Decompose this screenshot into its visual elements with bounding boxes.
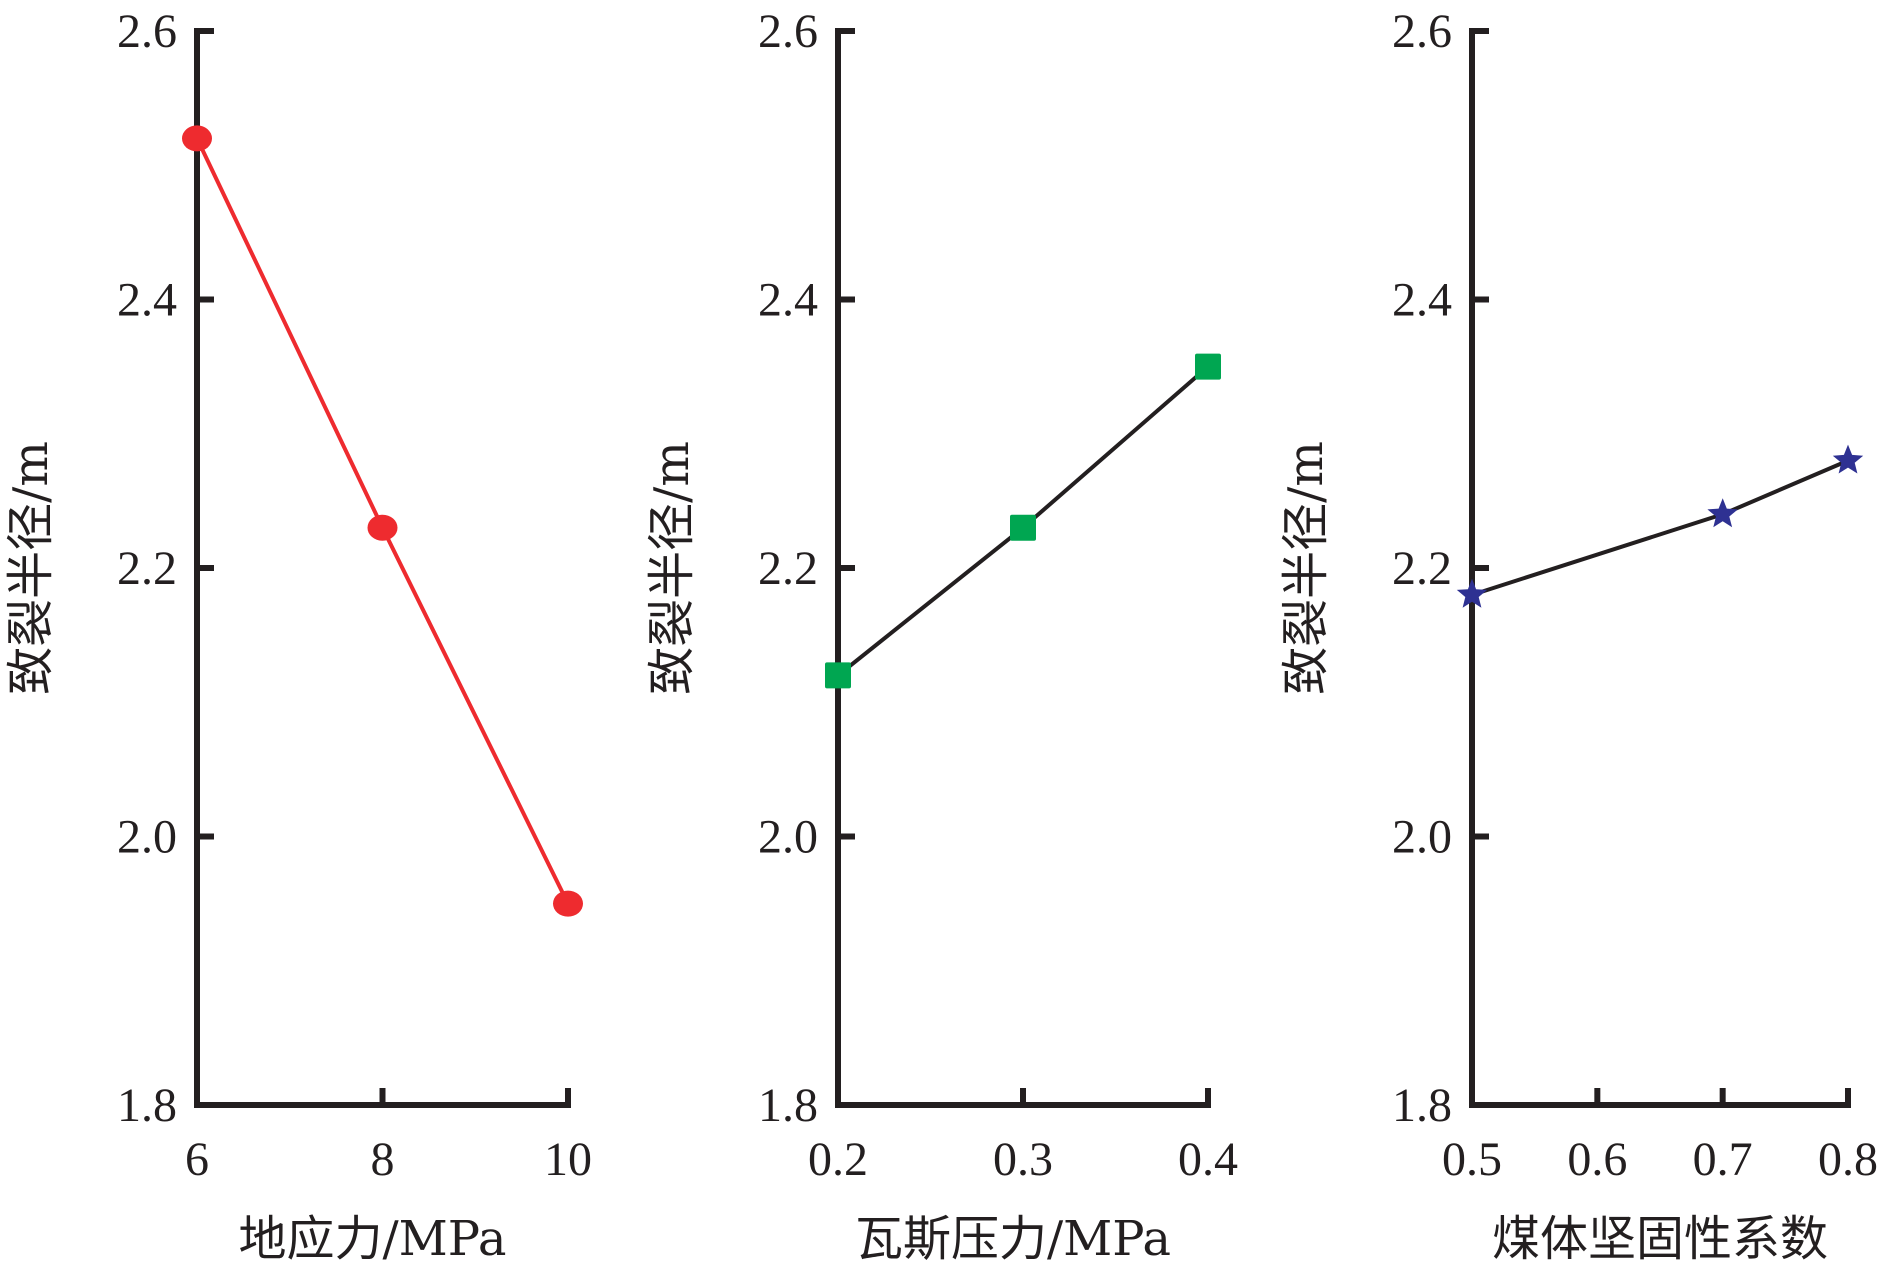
- x-tick-label: 10: [544, 1133, 592, 1186]
- data-point-star: [1832, 444, 1864, 474]
- y-axis-title: 致裂半径/m: [644, 441, 700, 695]
- data-point-circle: [553, 890, 583, 917]
- y-tick-label: 2.0: [758, 811, 818, 864]
- x-axis-title: 煤体坚固性系数: [1492, 1211, 1828, 1267]
- y-tick-label: 2.6: [758, 5, 818, 58]
- y-axis-title: 致裂半径/m: [1278, 441, 1334, 695]
- data-point-circle: [367, 514, 398, 541]
- y-tick-label: 2.2: [117, 542, 177, 595]
- x-tick-label: 0.4: [1178, 1133, 1238, 1186]
- x-axis-title: 瓦斯压力/MPa: [855, 1211, 1171, 1267]
- x-tick-label: 8: [371, 1133, 395, 1186]
- y-tick-label: 1.8: [117, 1079, 177, 1132]
- data-point-square: [1010, 514, 1036, 541]
- series-line: [1471, 458, 1849, 597]
- x-tick-label: 6: [185, 1133, 209, 1186]
- y-tick-label: 1.8: [1392, 1079, 1452, 1132]
- data-point-square: [825, 662, 851, 689]
- x-tick-label: 0.6: [1567, 1133, 1627, 1186]
- data-point-star: [1456, 578, 1488, 608]
- x-tick-label: 0.3: [993, 1133, 1053, 1186]
- x-tick-label: 0.7: [1693, 1133, 1753, 1186]
- y-tick-label: 2.2: [758, 542, 818, 595]
- y-tick-label: 1.8: [758, 1079, 818, 1132]
- y-tick-label: 2.4: [1392, 274, 1452, 327]
- y-tick-label: 2.4: [758, 274, 818, 327]
- x-tick-label: 0.8: [1818, 1133, 1878, 1186]
- data-point-star: [1707, 498, 1738, 528]
- x-tick-label: 0.5: [1442, 1133, 1502, 1186]
- chart-panel-1: 1.8 2.0 2.2 2.4 2.6 6 8 10 地应力/MPa 致裂半径/m: [3, 5, 592, 1267]
- y-axis-title: 致裂半径/m: [3, 441, 59, 695]
- data-point-square: [1195, 353, 1221, 380]
- y-tick-label: 2.4: [117, 274, 177, 327]
- x-tick-label: 0.2: [808, 1133, 868, 1186]
- x-axis-title: 地应力/MPa: [238, 1211, 506, 1267]
- y-tick-label: 2.0: [1392, 811, 1452, 864]
- y-tick-label: 2.2: [1392, 542, 1452, 595]
- chart-panel-3: 1.8 2.0 2.2 2.4 2.6 0.5 0.6 0.7 0.8 煤体坚固性系数 致裂半径/m: [1278, 5, 1878, 1267]
- y-tick-label: 2.0: [117, 811, 177, 864]
- data-point-circle: [182, 125, 212, 152]
- y-tick-label: 2.6: [1392, 5, 1452, 58]
- y-tick-label: 2.6: [117, 5, 177, 58]
